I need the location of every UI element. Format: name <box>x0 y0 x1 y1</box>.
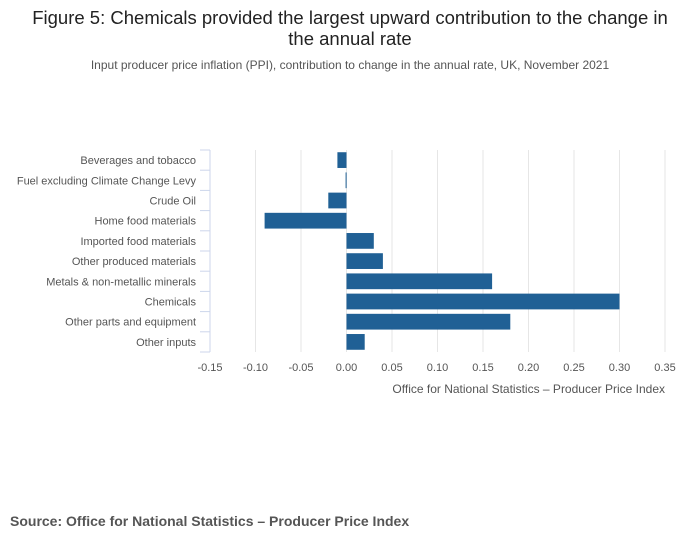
category-label: Crude Oil <box>150 196 196 208</box>
category-label: Other produced materials <box>72 256 197 268</box>
x-tick-label: 0.10 <box>427 362 448 374</box>
x-tick-label: -0.05 <box>288 362 313 374</box>
x-tick-label: 0.35 <box>654 362 675 374</box>
bar <box>346 273 493 290</box>
x-axis-title: Office for National Statistics – Produce… <box>392 382 665 396</box>
bar <box>264 212 347 229</box>
x-tick-label: 0.25 <box>563 362 584 374</box>
bar <box>346 313 511 330</box>
x-axis-ticks: -0.15 -0.10 -0.05 0.00 0.05 0.10 0.15 0.20 0.25 0… <box>197 362 675 374</box>
category-label: Beverages and tobacco <box>80 155 196 167</box>
x-tick-label: 0.30 <box>609 362 630 374</box>
source-note: Source: Office for National Statistics –… <box>10 513 410 529</box>
category-labels: Beverages and tobacco Fuel excluding Clim… <box>17 155 197 349</box>
bar <box>346 233 374 249</box>
x-tick-label: -0.10 <box>243 362 268 374</box>
category-label: Chemicals <box>145 297 197 309</box>
x-tick-label: 0.00 <box>336 362 357 374</box>
category-label: Metals & non-metallic minerals <box>46 276 196 288</box>
bar <box>337 152 347 168</box>
category-label: Other inputs <box>136 337 196 349</box>
chart-title: Figure 5: Chemicals provided the largest… <box>32 7 668 49</box>
bar <box>346 293 620 310</box>
category-label: Other parts and equipment <box>65 317 196 329</box>
category-label: Fuel excluding Climate Change Levy <box>17 175 197 187</box>
x-tick-label: -0.15 <box>197 362 222 374</box>
x-tick-label: 0.05 <box>381 362 402 374</box>
category-label: Home food materials <box>95 216 197 228</box>
bar <box>346 253 383 269</box>
x-tick-label: 0.20 <box>518 362 539 374</box>
bar <box>346 334 365 350</box>
bar <box>328 192 347 209</box>
category-axis <box>200 149 211 353</box>
x-tick-label: 0.15 <box>472 362 493 374</box>
bars <box>264 152 620 350</box>
category-label: Imported food materials <box>80 236 196 248</box>
bar <box>345 172 347 189</box>
chart-subtitle: Input producer price inflation (PPI), co… <box>90 58 610 72</box>
